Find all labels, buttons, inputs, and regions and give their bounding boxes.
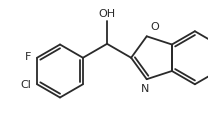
Text: OH: OH: [98, 9, 116, 19]
Text: Cl: Cl: [20, 80, 31, 90]
Text: N: N: [141, 84, 149, 94]
Text: F: F: [25, 52, 31, 62]
Text: O: O: [151, 22, 160, 32]
